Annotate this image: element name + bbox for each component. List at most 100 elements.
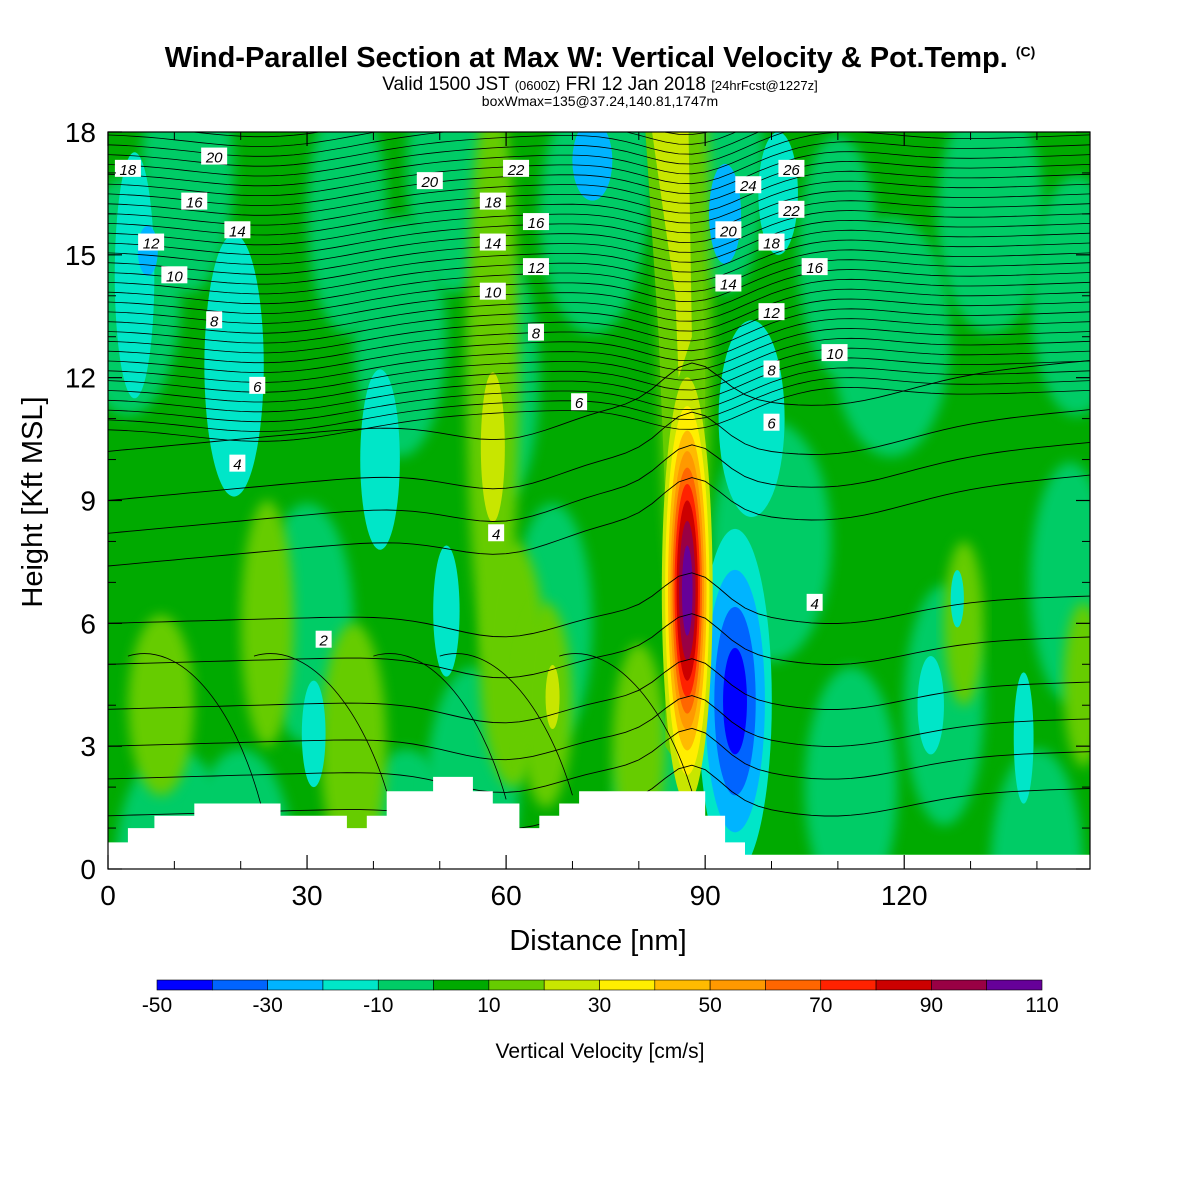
colorbar-swatch	[433, 979, 490, 991]
field-region	[917, 656, 944, 755]
theta-contour-label: 10	[479, 282, 506, 302]
x-tick-label: 0	[100, 880, 116, 911]
chart-box-info: boxWmax=135@37.24,140.81,1747m	[481, 93, 719, 109]
theta-label-box	[249, 376, 266, 394]
field-region	[944, 541, 984, 706]
theta-label-box	[763, 413, 780, 431]
theta-label-text: 6	[575, 395, 584, 412]
colorbar-swatch	[543, 979, 600, 991]
colorbar-swatch	[654, 979, 711, 991]
field-region	[1030, 175, 1090, 416]
y-tick-label: 15	[65, 240, 96, 271]
colorbar-swatch	[322, 979, 379, 991]
colorbar-swatch	[765, 979, 822, 991]
theta-label-text: 4	[492, 526, 500, 543]
theta-label-box	[161, 266, 188, 284]
theta-contour	[108, 160, 1090, 216]
theta-contour-label: 14	[479, 233, 506, 253]
theta-contour	[108, 259, 1090, 314]
colorbar-tick-label: 90	[920, 994, 943, 1017]
colorbar-tick-label: 110	[1025, 994, 1058, 1017]
theta-label-box	[315, 630, 332, 648]
x-axis-label: Distance [nm]	[509, 925, 686, 957]
y-tick-label: 3	[80, 731, 96, 762]
theta-contour	[108, 229, 1090, 285]
theta-contour-label: 6	[763, 413, 780, 433]
colorbar-swatch	[267, 979, 324, 991]
y-axis-label: Height [Kft MSL]	[17, 396, 49, 607]
theta-contour	[108, 727, 1090, 793]
theta-contour	[108, 367, 1090, 423]
colorbar-swatch	[709, 979, 766, 991]
theta-contour-label: 2	[315, 630, 332, 650]
theta-label-box	[763, 360, 780, 378]
theta-label-text: 26	[782, 162, 800, 179]
theta-contour-label: 12	[522, 258, 549, 277]
theta-label-box	[206, 311, 223, 329]
theta-contour	[108, 474, 1090, 567]
theta-contour	[108, 572, 1090, 638]
theta-contour-label: 4	[806, 593, 823, 613]
theta-label-box	[778, 159, 805, 177]
theta-contour-label: 10	[161, 266, 188, 285]
theta-contour	[108, 328, 1090, 383]
theta-label-text: 10	[484, 285, 501, 302]
theta-contour-label: 12	[138, 233, 165, 253]
theta-contour	[108, 132, 760, 167]
colorbar-swatch	[931, 979, 987, 991]
y-tick-label: 9	[80, 486, 96, 517]
theta-contour	[127, 653, 261, 804]
theta-label-box	[778, 200, 805, 218]
theta-contour-label: 22	[778, 200, 805, 220]
contour-labels: 1820161412108642202218161412108642624222…	[114, 147, 848, 650]
theta-contour	[108, 269, 1090, 324]
theta-contour	[108, 210, 1090, 265]
theta-label-text: 16	[528, 215, 545, 232]
theta-label-box	[479, 282, 506, 300]
theta-label-box	[735, 176, 762, 194]
theta-contour-label: 16	[522, 213, 549, 232]
theta-contour	[108, 288, 1090, 344]
theta-label-text: 10	[826, 346, 843, 363]
theta-contour-label: 20	[715, 221, 742, 240]
theta-contour-label: 14	[224, 221, 251, 240]
colorbar-tick-label: -30	[252, 994, 282, 1017]
theta-label-text: 14	[484, 236, 501, 253]
theta-label-text: 6	[767, 416, 776, 433]
theta-label-box	[758, 233, 785, 251]
terrain-mask	[108, 776, 1090, 869]
theta-contour	[108, 318, 1090, 373]
colorbar-swatch	[156, 979, 213, 991]
theta-label-text: 10	[166, 268, 183, 285]
theta-contour	[108, 377, 1090, 432]
colorbar-swatch	[820, 979, 877, 991]
theta-label-box	[801, 258, 828, 276]
theta-contour	[108, 695, 1090, 761]
theta-contour	[108, 132, 710, 147]
theta-contour-label: 22	[503, 159, 530, 179]
theta-label-text: 18	[484, 195, 501, 212]
theta-label-text: 12	[528, 260, 545, 277]
colorbar-label: Vertical Velocity [cm/s]	[496, 1040, 705, 1063]
theta-label-text: 20	[420, 174, 438, 191]
theta-label-text: 14	[229, 223, 246, 240]
downdraft-contour	[723, 647, 747, 755]
field-region	[798, 134, 878, 375]
colorbar-tick-label: -50	[142, 994, 172, 1017]
theta-label-text: 12	[143, 236, 160, 253]
colorbar-swatch	[212, 979, 268, 991]
theta-contour-label: 18	[479, 192, 506, 212]
colorbar-tick-label: 50	[698, 994, 721, 1017]
theta-contour-label: 4	[229, 454, 246, 474]
theta-contour-label: 16	[801, 258, 828, 277]
theta-contour	[108, 409, 1090, 501]
theta-contour	[108, 658, 1090, 724]
theta-contour	[108, 298, 1090, 354]
axes: 0 30 60 90 120 0 3 6 9 12 15 18	[65, 117, 1090, 911]
colorbar-swatch	[875, 979, 932, 991]
theta-label-box	[114, 159, 141, 177]
y-tick-label: 6	[80, 608, 96, 639]
theta-label-box	[821, 344, 848, 362]
theta-contour	[439, 653, 573, 796]
